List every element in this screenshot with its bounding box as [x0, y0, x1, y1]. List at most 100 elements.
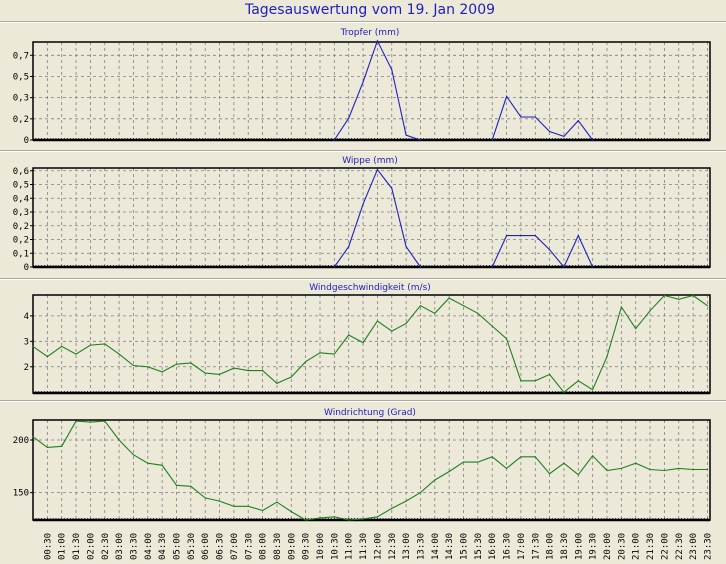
- series-line: [32, 294, 708, 393]
- data-point: [419, 305, 422, 307]
- y-tick-label: 0,7: [13, 51, 29, 61]
- data-point: [448, 297, 450, 299]
- chart-3: 150 200: [13, 419, 711, 522]
- x-tick-label: 03:00: [115, 533, 125, 560]
- data-point: [606, 469, 608, 472]
- data-point: [592, 389, 594, 391]
- data-point: [549, 473, 551, 475]
- x-tick-label: 12:00: [373, 533, 383, 560]
- data-point: [606, 356, 608, 358]
- data-point: [520, 234, 522, 237]
- x-tick-label: 10:30: [330, 533, 340, 560]
- data-point: [520, 116, 522, 118]
- data-point: [549, 373, 551, 376]
- data-point: [678, 298, 680, 300]
- data-point: [491, 139, 493, 141]
- data-point: [204, 497, 206, 499]
- y-tick-label: 0,6: [13, 167, 29, 177]
- data-point: [376, 516, 378, 518]
- x-tick-label: 19:00: [574, 533, 584, 560]
- y-tick-label: 0,5: [13, 72, 29, 82]
- x-tick-label: 22:00: [660, 533, 670, 560]
- x-tick-label: 18:00: [546, 533, 556, 560]
- data-point: [405, 134, 407, 136]
- x-tick-label: 11:00: [345, 533, 355, 560]
- data-point: [118, 353, 120, 355]
- x-tick-label: 17:00: [517, 533, 527, 560]
- data-point: [147, 366, 149, 368]
- data-point: [663, 294, 666, 297]
- data-point: [649, 310, 651, 312]
- data-point: [577, 474, 579, 476]
- x-tick-label: 00:30: [43, 533, 53, 560]
- x-tick-label: 02:30: [101, 533, 111, 560]
- data-point: [563, 135, 565, 137]
- x-tick-label: 09:30: [302, 533, 312, 560]
- data-point: [362, 203, 364, 205]
- data-point: [175, 363, 178, 365]
- y-tick-label: 0: [24, 136, 29, 146]
- data-point: [290, 376, 292, 378]
- data-point: [405, 500, 407, 502]
- data-point: [262, 370, 264, 372]
- data-point: [348, 245, 350, 248]
- data-point: [434, 479, 436, 481]
- x-tick-label: 01:30: [72, 533, 82, 560]
- data-point: [505, 338, 508, 340]
- x-tick-label: 01:00: [58, 533, 68, 560]
- data-point: [376, 168, 378, 171]
- x-tick-label: 23:30: [703, 533, 713, 560]
- x-tick-label: 20:00: [603, 533, 613, 560]
- data-point: [75, 353, 77, 355]
- x-tick-label: 21:00: [632, 533, 642, 560]
- data-point: [577, 380, 579, 382]
- chart-0: 0 0,2 0,3 0,5 0,7: [13, 39, 711, 146]
- data-point: [362, 342, 364, 344]
- y-tick-label: 0,5: [13, 181, 29, 191]
- data-point: [118, 439, 120, 441]
- data-point: [333, 516, 335, 518]
- data-point: [534, 234, 536, 237]
- data-point: [448, 470, 450, 473]
- data-point: [104, 420, 106, 422]
- data-point: [61, 445, 63, 447]
- x-tick-label: 16:30: [503, 533, 513, 560]
- data-point: [276, 501, 278, 503]
- data-point: [391, 69, 393, 71]
- data-point: [520, 380, 522, 382]
- plot-frame: [32, 294, 711, 394]
- data-point: [534, 380, 536, 382]
- y-tick-label: 0,1: [13, 249, 29, 259]
- data-point: [333, 139, 335, 141]
- x-tick-label: 15:30: [474, 533, 484, 560]
- x-tick-label: 17:30: [531, 533, 541, 560]
- x-tick-label: 08:30: [273, 533, 283, 560]
- data-point: [376, 40, 378, 42]
- data-point: [175, 484, 178, 486]
- x-tick-label: 23:00: [689, 533, 699, 560]
- y-tick-label: 2: [24, 363, 29, 373]
- x-tick-label: 08:00: [259, 533, 269, 560]
- x-tick-label: 20:30: [617, 533, 627, 560]
- chart-2: 2 3 4: [24, 294, 711, 395]
- data-point: [362, 81, 364, 83]
- data-point: [419, 492, 422, 494]
- series-line: [491, 234, 594, 269]
- data-point: [233, 505, 235, 507]
- data-point: [391, 507, 393, 510]
- data-point: [348, 334, 350, 336]
- x-tick-label: 04:30: [158, 533, 168, 560]
- data-point: [577, 120, 579, 122]
- data-point: [147, 462, 149, 464]
- data-point: [462, 461, 465, 463]
- y-tick-label: 150: [13, 489, 29, 499]
- data-point: [104, 343, 106, 345]
- data-point: [247, 370, 249, 372]
- data-point: [405, 245, 407, 248]
- x-tick-label: 13:00: [402, 533, 412, 560]
- data-point: [391, 187, 393, 190]
- data-point: [89, 421, 91, 423]
- data-point: [505, 467, 508, 470]
- x-tick-label: 10:00: [316, 533, 326, 560]
- data-point: [477, 312, 479, 314]
